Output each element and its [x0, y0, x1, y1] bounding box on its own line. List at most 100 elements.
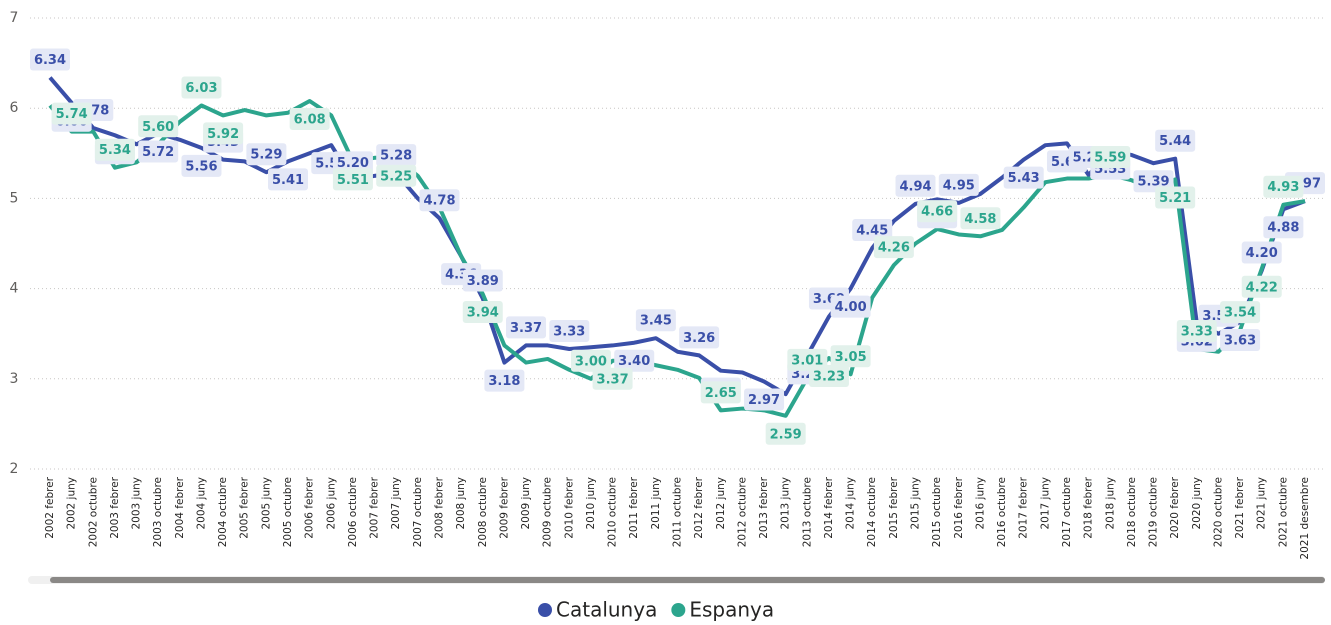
data-label-text: 5.60 [142, 120, 174, 135]
data-label-bg [873, 236, 914, 259]
data-label-bg [484, 369, 525, 392]
x-tick-label: 2005 octubre [282, 477, 294, 547]
data-label-text: 3.33 [553, 325, 585, 340]
data-label-text: 3.40 [618, 354, 650, 369]
data-label: 3.94 [462, 301, 503, 324]
data-label-bg [744, 388, 785, 411]
data-label-text: 4.26 [878, 241, 910, 256]
x-tick-label: 2012 octubre [736, 477, 748, 547]
data-label-bg [419, 189, 460, 212]
data-label-text: 3.54 [1224, 306, 1256, 321]
data-label-text: 5.44 [1159, 134, 1191, 149]
x-tick-label: 2017 juny [1039, 477, 1051, 530]
data-label-text: 5.72 [142, 145, 174, 160]
data-label-bg [830, 295, 871, 318]
data-label-text: 3.89 [467, 274, 499, 289]
x-tick-label: 2015 octubre [931, 477, 943, 547]
data-label: 5.41 [268, 168, 309, 191]
data-label-text: 3.63 [1224, 333, 1256, 348]
x-tick-label: 2012 febrer [693, 476, 705, 538]
x-tick-label: 2013 febrer [758, 476, 770, 538]
scrollbar-thumb[interactable] [50, 577, 1325, 583]
data-label: 4.95 [938, 173, 979, 196]
x-tick-label: 2021 juny [1256, 477, 1268, 530]
data-label-text: 3.37 [510, 321, 542, 336]
data-label-bg [549, 320, 590, 343]
x-tick-label: 2011 febrer [628, 476, 640, 538]
x-tick-label: 2006 octubre [347, 477, 359, 547]
data-label: 5.74 [51, 102, 92, 125]
data-label: 4.88 [1263, 216, 1304, 239]
data-label-text: 4.22 [1246, 280, 1278, 295]
x-tick-label: 2002 febrer [44, 476, 56, 538]
data-label: 5.28 [376, 144, 417, 167]
data-label: 4.66 [917, 200, 958, 223]
data-label-text: 4.95 [943, 178, 975, 193]
data-label: 6.08 [289, 107, 330, 130]
data-label: 4.22 [1241, 275, 1282, 298]
data-label: 3.33 [1176, 320, 1217, 343]
x-tick-label: 2021 desembre [1299, 477, 1311, 560]
data-label: 5.43 [1003, 166, 1044, 189]
y-tick-label: 3 [10, 371, 19, 387]
data-label: 3.26 [679, 326, 720, 349]
data-label: 5.59 [1090, 145, 1131, 168]
data-label-bg [462, 301, 503, 324]
data-label: 5.51 [332, 168, 373, 191]
data-label-bg [1241, 275, 1282, 298]
data-label-text: 4.88 [1267, 221, 1299, 236]
data-label-text: 3.33 [1181, 325, 1213, 340]
data-label-text: 4.45 [856, 224, 888, 239]
data-label-text: 6.08 [294, 112, 326, 127]
data-label-bg [1155, 186, 1196, 209]
x-tick-label: 2004 octubre [217, 477, 229, 547]
data-label: 2.65 [700, 381, 741, 404]
data-label-bg [1263, 175, 1304, 198]
x-tick-label: 2004 juny [195, 477, 207, 530]
data-label-bg [181, 76, 222, 99]
x-tick-label: 2007 febrer [369, 476, 381, 538]
data-label: 4.00 [830, 295, 871, 318]
data-label-bg [1003, 166, 1044, 189]
x-tick-label: 2007 juny [390, 477, 402, 530]
data-label-text: 2.97 [748, 393, 780, 408]
x-tick-label: 2015 febrer [888, 476, 900, 538]
data-label: 5.34 [94, 138, 135, 161]
data-label-text: 4.66 [921, 205, 953, 220]
y-tick-label: 7 [10, 10, 19, 26]
data-label-bg [94, 138, 135, 161]
x-tick-label: 2003 febrer [109, 476, 121, 538]
data-label: 6.34 [30, 48, 70, 71]
data-label-text: 2.59 [770, 427, 802, 442]
data-label-text: 5.41 [272, 173, 304, 188]
data-label-text: 3.94 [467, 306, 499, 321]
data-label-text: 6.34 [34, 53, 66, 68]
y-tick-label: 2 [10, 461, 19, 477]
data-label: 3.05 [830, 345, 871, 368]
data-label-bg [51, 102, 92, 125]
data-label-text: 5.20 [337, 156, 369, 171]
data-label: 5.21 [1155, 186, 1196, 209]
x-tick-label: 2009 febrer [498, 476, 510, 538]
data-label-bg [1220, 328, 1261, 351]
x-tick-label: 2010 juny [585, 477, 597, 530]
data-label-bg [1220, 301, 1261, 324]
x-tick-label: 2014 juny [845, 477, 857, 530]
data-label: 3.23 [808, 365, 849, 388]
data-label-text: 5.21 [1159, 191, 1191, 206]
data-label: 4.94 [895, 174, 936, 197]
data-label: 3.45 [635, 309, 676, 332]
data-label-text: 5.29 [250, 148, 282, 163]
x-tick-label: 2012 juny [715, 477, 727, 530]
data-label-bg [30, 48, 70, 71]
data-label-bg [852, 219, 893, 242]
data-label: 5.60 [138, 115, 179, 138]
data-label-text: 5.28 [380, 149, 412, 164]
data-label: 3.18 [484, 369, 525, 392]
data-label-text: 4.94 [899, 179, 931, 194]
x-tick-label: 2010 octubre [607, 477, 619, 547]
data-label-bg [289, 107, 330, 130]
data-label-bg [1241, 241, 1282, 264]
data-label-text: 3.18 [488, 374, 520, 389]
